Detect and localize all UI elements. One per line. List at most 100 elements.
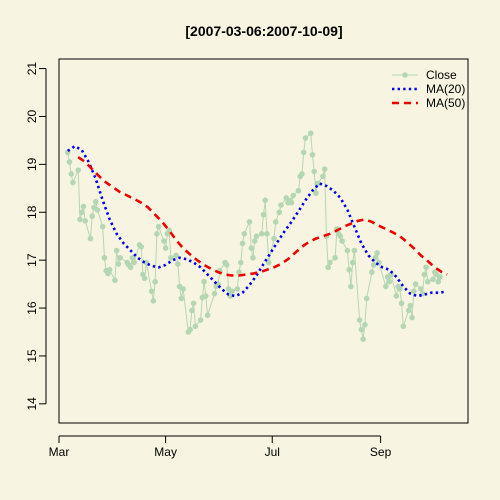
x-tick-label: Sep — [370, 445, 392, 459]
data-point-close — [241, 231, 248, 237]
data-point-close — [424, 278, 431, 285]
data-point-close — [180, 286, 186, 292]
data-point-close — [251, 238, 258, 244]
data-point-close — [154, 231, 160, 237]
data-point-close — [264, 231, 270, 237]
data-point-close — [278, 202, 284, 208]
data-point-close — [138, 243, 144, 250]
data-point-close — [398, 300, 405, 307]
data-point-close — [260, 211, 267, 218]
data-point-close — [363, 295, 370, 302]
data-point-close — [77, 216, 83, 223]
y-tick-label: 19 — [25, 157, 39, 171]
data-point-close — [400, 323, 407, 330]
series-layer — [64, 130, 448, 342]
x-tick-label: May — [154, 445, 177, 459]
data-point-close — [327, 259, 333, 266]
data-point-close — [311, 168, 317, 175]
data-point-close — [272, 219, 279, 225]
series-line-ma50 — [77, 156, 448, 277]
data-point-close — [302, 135, 309, 141]
data-point-close — [227, 293, 234, 299]
data-point-close — [129, 254, 136, 261]
data-point-close — [80, 203, 87, 210]
data-point-close — [407, 302, 414, 309]
y-tick-label: 15 — [25, 349, 39, 363]
data-point-close — [237, 259, 244, 266]
data-point-close — [189, 307, 195, 314]
data-point-close — [258, 231, 265, 237]
data-point-close — [162, 245, 169, 251]
legend-label-ma20: MA(20) — [426, 82, 465, 96]
data-point-close — [276, 209, 283, 216]
data-point-close — [372, 254, 379, 261]
data-point-close — [155, 223, 162, 230]
legend-label-close: Close — [426, 68, 457, 82]
legend-marker-close — [402, 72, 408, 78]
data-point-close — [117, 254, 123, 261]
data-point-close — [229, 288, 235, 295]
data-point-close — [421, 271, 428, 278]
data-point-close — [337, 233, 344, 240]
data-point-close — [204, 312, 211, 319]
data-point-close — [393, 293, 400, 299]
data-point-close — [309, 151, 316, 158]
data-point-close — [405, 307, 412, 314]
data-point-close — [300, 149, 307, 156]
data-point-close — [386, 278, 393, 285]
data-point-close — [223, 262, 230, 268]
data-point-close — [299, 171, 305, 177]
x-tick-label: Mar — [49, 445, 70, 459]
data-point-close — [374, 250, 380, 256]
y-tick-label: 18 — [25, 205, 39, 219]
data-point-close — [203, 293, 209, 299]
data-point-close — [332, 254, 338, 261]
data-point-close — [250, 254, 256, 261]
data-point-close — [358, 326, 365, 333]
data-point-close — [89, 213, 96, 219]
data-point-close — [435, 278, 442, 285]
data-point-close — [437, 274, 443, 280]
data-point-close — [192, 323, 199, 330]
y-axis: 14 15 16 17 18 19 20 21 — [25, 62, 47, 411]
data-point-close — [265, 259, 272, 266]
series-line-ma20 — [67, 144, 446, 298]
data-point-close — [397, 286, 403, 292]
data-point-close — [150, 298, 157, 304]
data-point-close — [349, 259, 356, 266]
data-point-close — [339, 238, 345, 244]
data-point-close — [348, 283, 354, 290]
data-point-close — [173, 252, 179, 259]
data-point-close — [411, 288, 417, 295]
data-point-close — [152, 278, 158, 285]
y-tick-label: 14 — [25, 397, 39, 411]
data-point-close — [409, 314, 415, 321]
data-point-close — [168, 254, 174, 261]
data-point-close — [313, 190, 319, 196]
x-tick-label: Jul — [265, 445, 280, 459]
data-point-close — [87, 235, 94, 242]
data-point-close — [161, 238, 167, 244]
data-point-close — [344, 247, 351, 254]
data-point-close — [360, 336, 366, 342]
data-point-close — [75, 167, 82, 173]
data-point-close — [246, 219, 253, 225]
data-point-close — [82, 218, 89, 224]
data-point-close — [423, 264, 429, 271]
data-point-close — [370, 262, 377, 268]
data-point-close — [211, 290, 218, 297]
data-point-close — [383, 283, 389, 290]
chart-title: [2007-03-06:2007-10-09] — [185, 23, 342, 39]
data-point-close — [253, 233, 260, 240]
data-point-close — [321, 166, 328, 172]
data-point-close — [131, 259, 137, 266]
plot-frame — [58, 58, 469, 424]
data-point-close — [70, 179, 76, 186]
data-point-close — [239, 240, 246, 247]
data-point-close — [262, 197, 269, 204]
data-point-close — [78, 209, 85, 216]
data-point-close — [66, 159, 73, 165]
y-tick-label: 21 — [25, 62, 39, 76]
